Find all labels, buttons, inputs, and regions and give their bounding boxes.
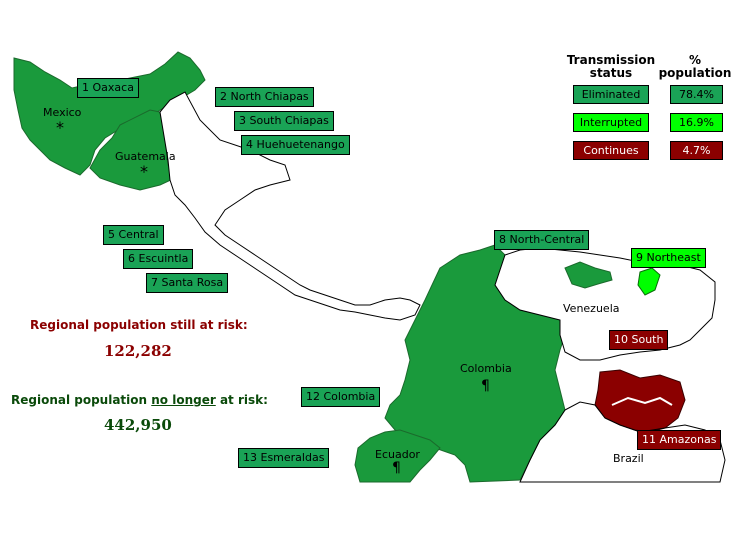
amazonas-river: [611, 396, 673, 406]
focus-label-northeast: 9 Northeast: [631, 248, 706, 268]
legend-pct-interrupted: 16.9%: [670, 113, 723, 132]
focus-label-escuintla: 6 Escuintla: [123, 249, 194, 269]
legend-status-interrupted: Interrupted: [573, 113, 649, 132]
focus-label-huehuetenango: 4 Huehuetenango: [241, 135, 350, 155]
legend-status-eliminated: Eliminated: [573, 85, 649, 104]
northeast-focus: [564, 261, 613, 289]
focus-label-north-central: 8 North-Central: [494, 230, 590, 250]
ecuador-pilcrow-symbol: ¶: [392, 460, 401, 476]
guatemala-star-symbol: *: [140, 162, 148, 181]
legend-status-header: Transmission status: [566, 53, 656, 80]
legend-pct-eliminated: 78.4%: [670, 85, 723, 104]
country-name-ecuador: Ecuador: [375, 448, 420, 461]
country-name-venezuela: Venezuela: [563, 302, 620, 315]
risk-still-value: 122,282: [104, 342, 172, 360]
focus-label-colombia: 12 Colombia: [301, 387, 381, 407]
ecuador-region: [354, 429, 441, 483]
focus-label-esmeraldas: 13 Esmeraldas: [238, 448, 330, 468]
risk-no-longer-title: Regional population no longer at risk:: [11, 393, 268, 407]
risk-no-longer-suffix: at risk:: [215, 393, 268, 407]
legend-status-continues: Continues: [573, 141, 649, 160]
risk-no-longer-prefix: Regional population: [11, 393, 152, 407]
central-america-outline: [159, 91, 421, 321]
northeast-focus-2: [637, 267, 661, 296]
country-name-mexico: Mexico: [43, 106, 82, 119]
legend-pct-continues: 4.7%: [670, 141, 723, 160]
focus-label-south: 10 South: [609, 330, 669, 350]
focus-label-north-chiapas: 2 North Chiapas: [215, 87, 314, 107]
focus-label-south-chiapas: 3 South Chiapas: [234, 111, 334, 131]
risk-no-longer-value: 442,950: [104, 416, 172, 434]
country-name-brazil: Brazil: [613, 452, 644, 465]
legend-pct-header: % population: [658, 53, 732, 80]
mexico-star-symbol: *: [56, 118, 64, 137]
country-name-guatemala: Guatemala: [115, 150, 176, 163]
focus-label-amazonas: 11 Amazonas: [637, 430, 722, 450]
focus-label-santa-rosa: 7 Santa Rosa: [146, 273, 229, 293]
focus-label-central: 5 Central: [103, 225, 164, 245]
colombia-pilcrow-symbol: ¶: [481, 378, 490, 394]
risk-still-title: Regional population still at risk:: [30, 318, 248, 332]
country-name-colombia: Colombia: [460, 362, 512, 375]
focus-label-oaxaca: 1 Oaxaca: [77, 78, 139, 98]
risk-no-longer-underlined: no longer: [151, 393, 216, 407]
